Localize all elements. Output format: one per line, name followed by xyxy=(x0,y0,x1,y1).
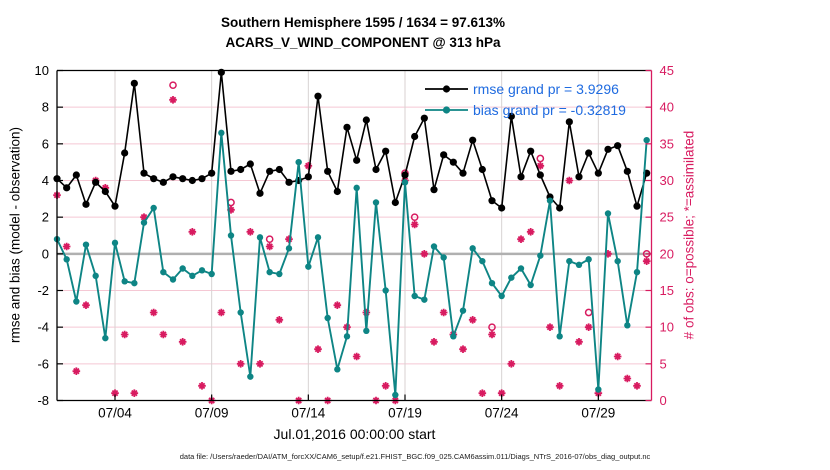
legend-label-rmse: rmse grand pr = 3.9296 xyxy=(473,81,619,97)
svg-text:07/19: 07/19 xyxy=(388,406,422,421)
svg-text:-6: -6 xyxy=(37,356,49,371)
svg-text:-2: -2 xyxy=(37,283,49,298)
svg-text:0: 0 xyxy=(660,393,667,408)
y-axis-label-left: rmse and bias (model - observation) xyxy=(7,126,23,344)
svg-text:07/04: 07/04 xyxy=(98,406,132,421)
svg-text:20: 20 xyxy=(660,246,674,261)
svg-text:0: 0 xyxy=(42,246,49,261)
svg-text:-4: -4 xyxy=(37,320,49,335)
svg-text:2: 2 xyxy=(42,210,49,225)
axis-ticks-and-labels: -8 -6 -4 -2 0 2 4 6 8 10 0 5 10 15 20 25 30 35 40 45 07/04 07… xyxy=(35,63,674,421)
svg-text:07/24: 07/24 xyxy=(485,406,519,421)
svg-text:6: 6 xyxy=(42,136,49,151)
svg-text:-8: -8 xyxy=(37,393,49,408)
legend-entry-bias: bias grand pr = -0.32819 xyxy=(425,102,626,118)
svg-text:07/09: 07/09 xyxy=(195,406,229,421)
svg-text:5: 5 xyxy=(660,356,667,371)
axes xyxy=(56,69,653,402)
svg-text:40: 40 xyxy=(660,100,674,115)
svg-text:45: 45 xyxy=(660,63,674,78)
svg-text:8: 8 xyxy=(42,100,49,115)
obs-markers xyxy=(53,81,651,405)
svg-text:35: 35 xyxy=(660,136,674,151)
svg-text:25: 25 xyxy=(660,210,674,225)
svg-text:10: 10 xyxy=(35,63,49,78)
svg-text:10: 10 xyxy=(660,320,674,335)
chart-title: Southern Hemisphere 1595 / 1634 = 97.613… xyxy=(220,15,506,30)
svg-text:07/14: 07/14 xyxy=(291,406,325,421)
svg-text:30: 30 xyxy=(660,173,674,188)
chart-subtitle: ACARS_V_WIND_COMPONENT @ 313 hPa xyxy=(225,35,501,50)
bias-series xyxy=(53,129,650,399)
legend-entry-rmse: rmse grand pr = 3.9296 xyxy=(425,81,619,97)
svg-text:4: 4 xyxy=(42,173,49,188)
legend-label-bias: bias grand pr = -0.32819 xyxy=(473,102,626,118)
rmse-series xyxy=(53,68,651,212)
chart-title-block: Southern Hemisphere 1595 / 1634 = 97.613… xyxy=(60,13,666,53)
data-file-path: data file: /Users/raeder/DAI/ATM_forcXX/… xyxy=(179,452,651,461)
svg-text:07/29: 07/29 xyxy=(581,406,615,421)
legend: rmse grand pr = 3.9296 bias grand pr = -0… xyxy=(425,81,626,118)
y-axis-label-right: # of obs: o=possible; *=assimilated xyxy=(681,130,697,340)
svg-text:15: 15 xyxy=(660,283,674,298)
x-axis-label: Jul.01,2016 00:00:00 start xyxy=(273,426,436,442)
